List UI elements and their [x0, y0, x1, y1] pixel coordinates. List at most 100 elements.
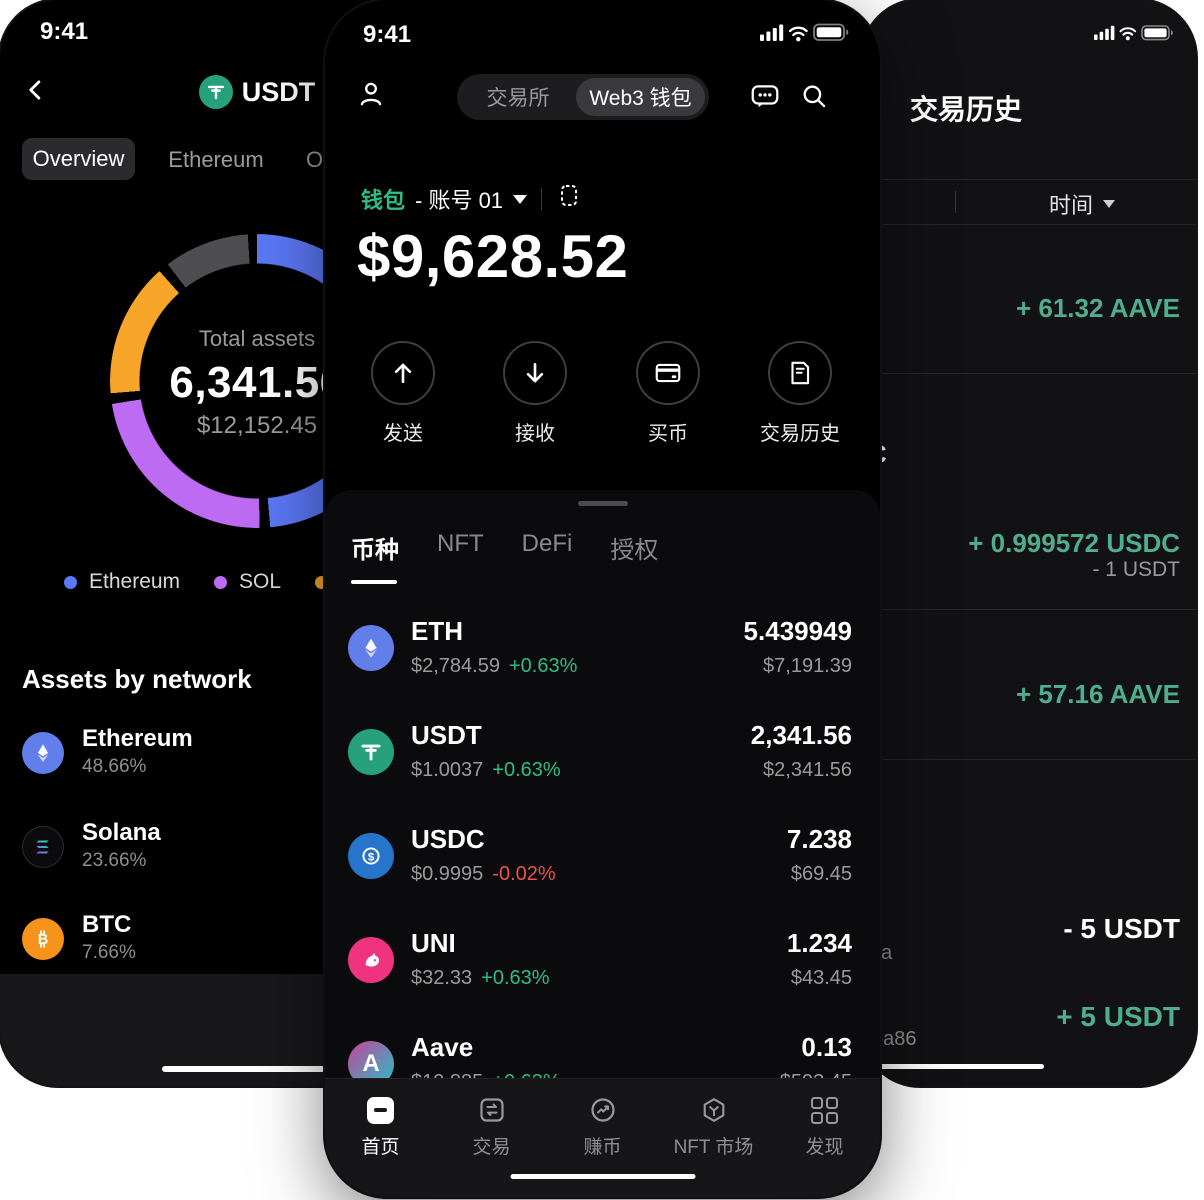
tab-defi[interactable]: DeFi: [521, 530, 573, 557]
token-row-usdt[interactable]: USDT $1.0037 +0.63% 2,341.56 $2,341.56: [325, 700, 880, 804]
usdt-icon: [348, 729, 394, 775]
transaction-sub-amount: - 1 USDT: [1092, 558, 1180, 581]
tab-approvals[interactable]: 授权: [610, 537, 659, 564]
nav-nft-market[interactable]: NFT 市场: [658, 1079, 769, 1159]
search-icon: [803, 85, 826, 108]
account-label: - 账号 01: [415, 188, 504, 213]
tab-nft[interactable]: NFT: [437, 530, 484, 557]
aave-icon: A: [348, 1041, 394, 1087]
signal-icon: [760, 24, 784, 41]
divider: [862, 759, 1196, 760]
network-row-pct: 23.66%: [82, 850, 147, 871]
token-symbol: USDC: [411, 824, 485, 854]
home-indicator[interactable]: [862, 1064, 1044, 1069]
time-filter-dropdown[interactable]: 时间: [1012, 188, 1152, 220]
network-row-pct: 48.66%: [82, 756, 147, 777]
chat-icon: [751, 85, 779, 108]
back-button[interactable]: [22, 76, 50, 109]
legend-item-ethereum: Ethereum: [64, 570, 180, 594]
network-row-name[interactable]: BTC: [82, 911, 132, 938]
arrow-down-icon: [526, 362, 544, 383]
token-row-uni[interactable]: UNI $32.33 +0.63% 1.234 $43.45: [325, 908, 880, 1012]
nav-discover[interactable]: 发现: [769, 1079, 880, 1159]
network-row-pct: 7.66%: [82, 942, 136, 963]
token-amount: 7.238: [786, 824, 852, 854]
wallet-label: 钱包: [361, 188, 406, 213]
token-amount: 1.234: [786, 928, 852, 958]
tab-web3-wallet[interactable]: Web3 钱包: [576, 78, 705, 116]
token-price: $0.9995: [411, 863, 484, 885]
right-phone: 交易历史 时间 + 61.32 AAVE C + 0.999572 USDC -…: [862, 0, 1196, 1086]
send-button[interactable]: 发送: [348, 341, 458, 446]
center-phone: 9:41: [325, 0, 880, 1197]
home-indicator[interactable]: [510, 1174, 695, 1179]
total-balance: $9,628.52: [357, 223, 629, 290]
token-fiat: $69.45: [790, 863, 852, 885]
legend-dot-btc: [315, 575, 329, 589]
battery-icon: [813, 23, 849, 41]
tab-ethereum[interactable]: Ethereum: [168, 147, 264, 172]
segmented-control: 交易所 Web3 钱包: [457, 74, 709, 120]
search-button[interactable]: [798, 80, 830, 117]
token-symbol: UNI: [411, 928, 456, 958]
card-icon: [655, 363, 681, 383]
switch-wallet-button[interactable]: [556, 182, 582, 216]
profile-button[interactable]: [355, 78, 387, 115]
history-label: 交易历史: [760, 423, 840, 445]
token-row-eth[interactable]: ETH $2,784.59 +0.63% 5.439949 $7,191.39: [325, 596, 880, 700]
transaction-amount[interactable]: + 61.32 AAVE: [1015, 293, 1180, 323]
history-button[interactable]: 交易历史: [745, 341, 855, 446]
token-fiat: $43.45: [790, 967, 852, 989]
page-title: USDT: [0, 75, 514, 109]
token-change: +0.63%: [481, 967, 550, 989]
donut-total-value: 6,341.56: [169, 358, 345, 407]
divider: [541, 188, 543, 210]
transaction-amount[interactable]: + 0.999572 USDC: [968, 528, 1180, 558]
filter-divider: [955, 191, 956, 213]
bottom-nav: 首页 交易 赚币: [325, 1078, 880, 1197]
token-row-aave[interactable]: A Aave $19.885+0.63% 0.13 $593.45: [325, 1012, 880, 1116]
drag-handle[interactable]: [577, 501, 628, 506]
chevron-down-icon: [513, 194, 528, 204]
tab-exchange[interactable]: 交易所: [486, 87, 550, 110]
page-title-label: USDT: [241, 76, 316, 107]
home-indicator[interactable]: [162, 1066, 352, 1072]
buy-crypto-label: 买币: [648, 423, 688, 445]
person-icon: [360, 82, 382, 106]
wallet-account-row[interactable]: 钱包 - 账号 01: [361, 182, 582, 216]
chat-button[interactable]: [749, 80, 781, 117]
nav-trade[interactable]: 交易: [436, 1079, 547, 1159]
token-symbol: Aave: [411, 1032, 474, 1062]
nav-earn[interactable]: 赚币: [547, 1079, 658, 1159]
token-symbol: ETH: [411, 616, 463, 646]
status-time: 9:41: [363, 21, 412, 48]
tab-coins[interactable]: 币种: [351, 537, 399, 564]
tab-overview[interactable]: Overview: [22, 138, 135, 180]
document-icon: [791, 361, 810, 385]
transaction-amount[interactable]: - 5 USDT: [1063, 913, 1180, 944]
home-icon: [367, 1096, 394, 1124]
solana-icon: [22, 826, 64, 868]
token-change: -0.02%: [492, 863, 556, 885]
transaction-amount[interactable]: + 5 USDT: [1056, 1001, 1180, 1032]
network-row-name[interactable]: Ethereum: [82, 725, 193, 752]
token-amount: 5.439949: [743, 616, 852, 646]
earn-icon: [590, 1098, 615, 1122]
uni-icon: [348, 937, 394, 983]
network-row-name[interactable]: Solana: [82, 819, 161, 846]
nav-home[interactable]: 首页: [325, 1079, 436, 1159]
svg-text:B: B: [38, 932, 49, 948]
bitcoin-icon: B: [22, 918, 64, 960]
divider: [862, 179, 1196, 180]
tab-truncated[interactable]: O: [306, 147, 324, 172]
token-price: $32.33: [411, 967, 473, 989]
nft-icon: [703, 1098, 724, 1122]
transaction-amount[interactable]: + 57.16 AAVE: [1015, 679, 1180, 709]
usdt-icon: [198, 75, 233, 109]
buy-crypto-button[interactable]: 买币: [613, 341, 723, 446]
token-fiat: $2,341.56: [763, 759, 852, 781]
receive-button[interactable]: 接收: [480, 341, 590, 446]
token-row-usdc[interactable]: $ USDC $0.9995 -0.02% 7.238 $69.45: [325, 804, 880, 908]
token-amount: 0.13: [801, 1032, 852, 1062]
